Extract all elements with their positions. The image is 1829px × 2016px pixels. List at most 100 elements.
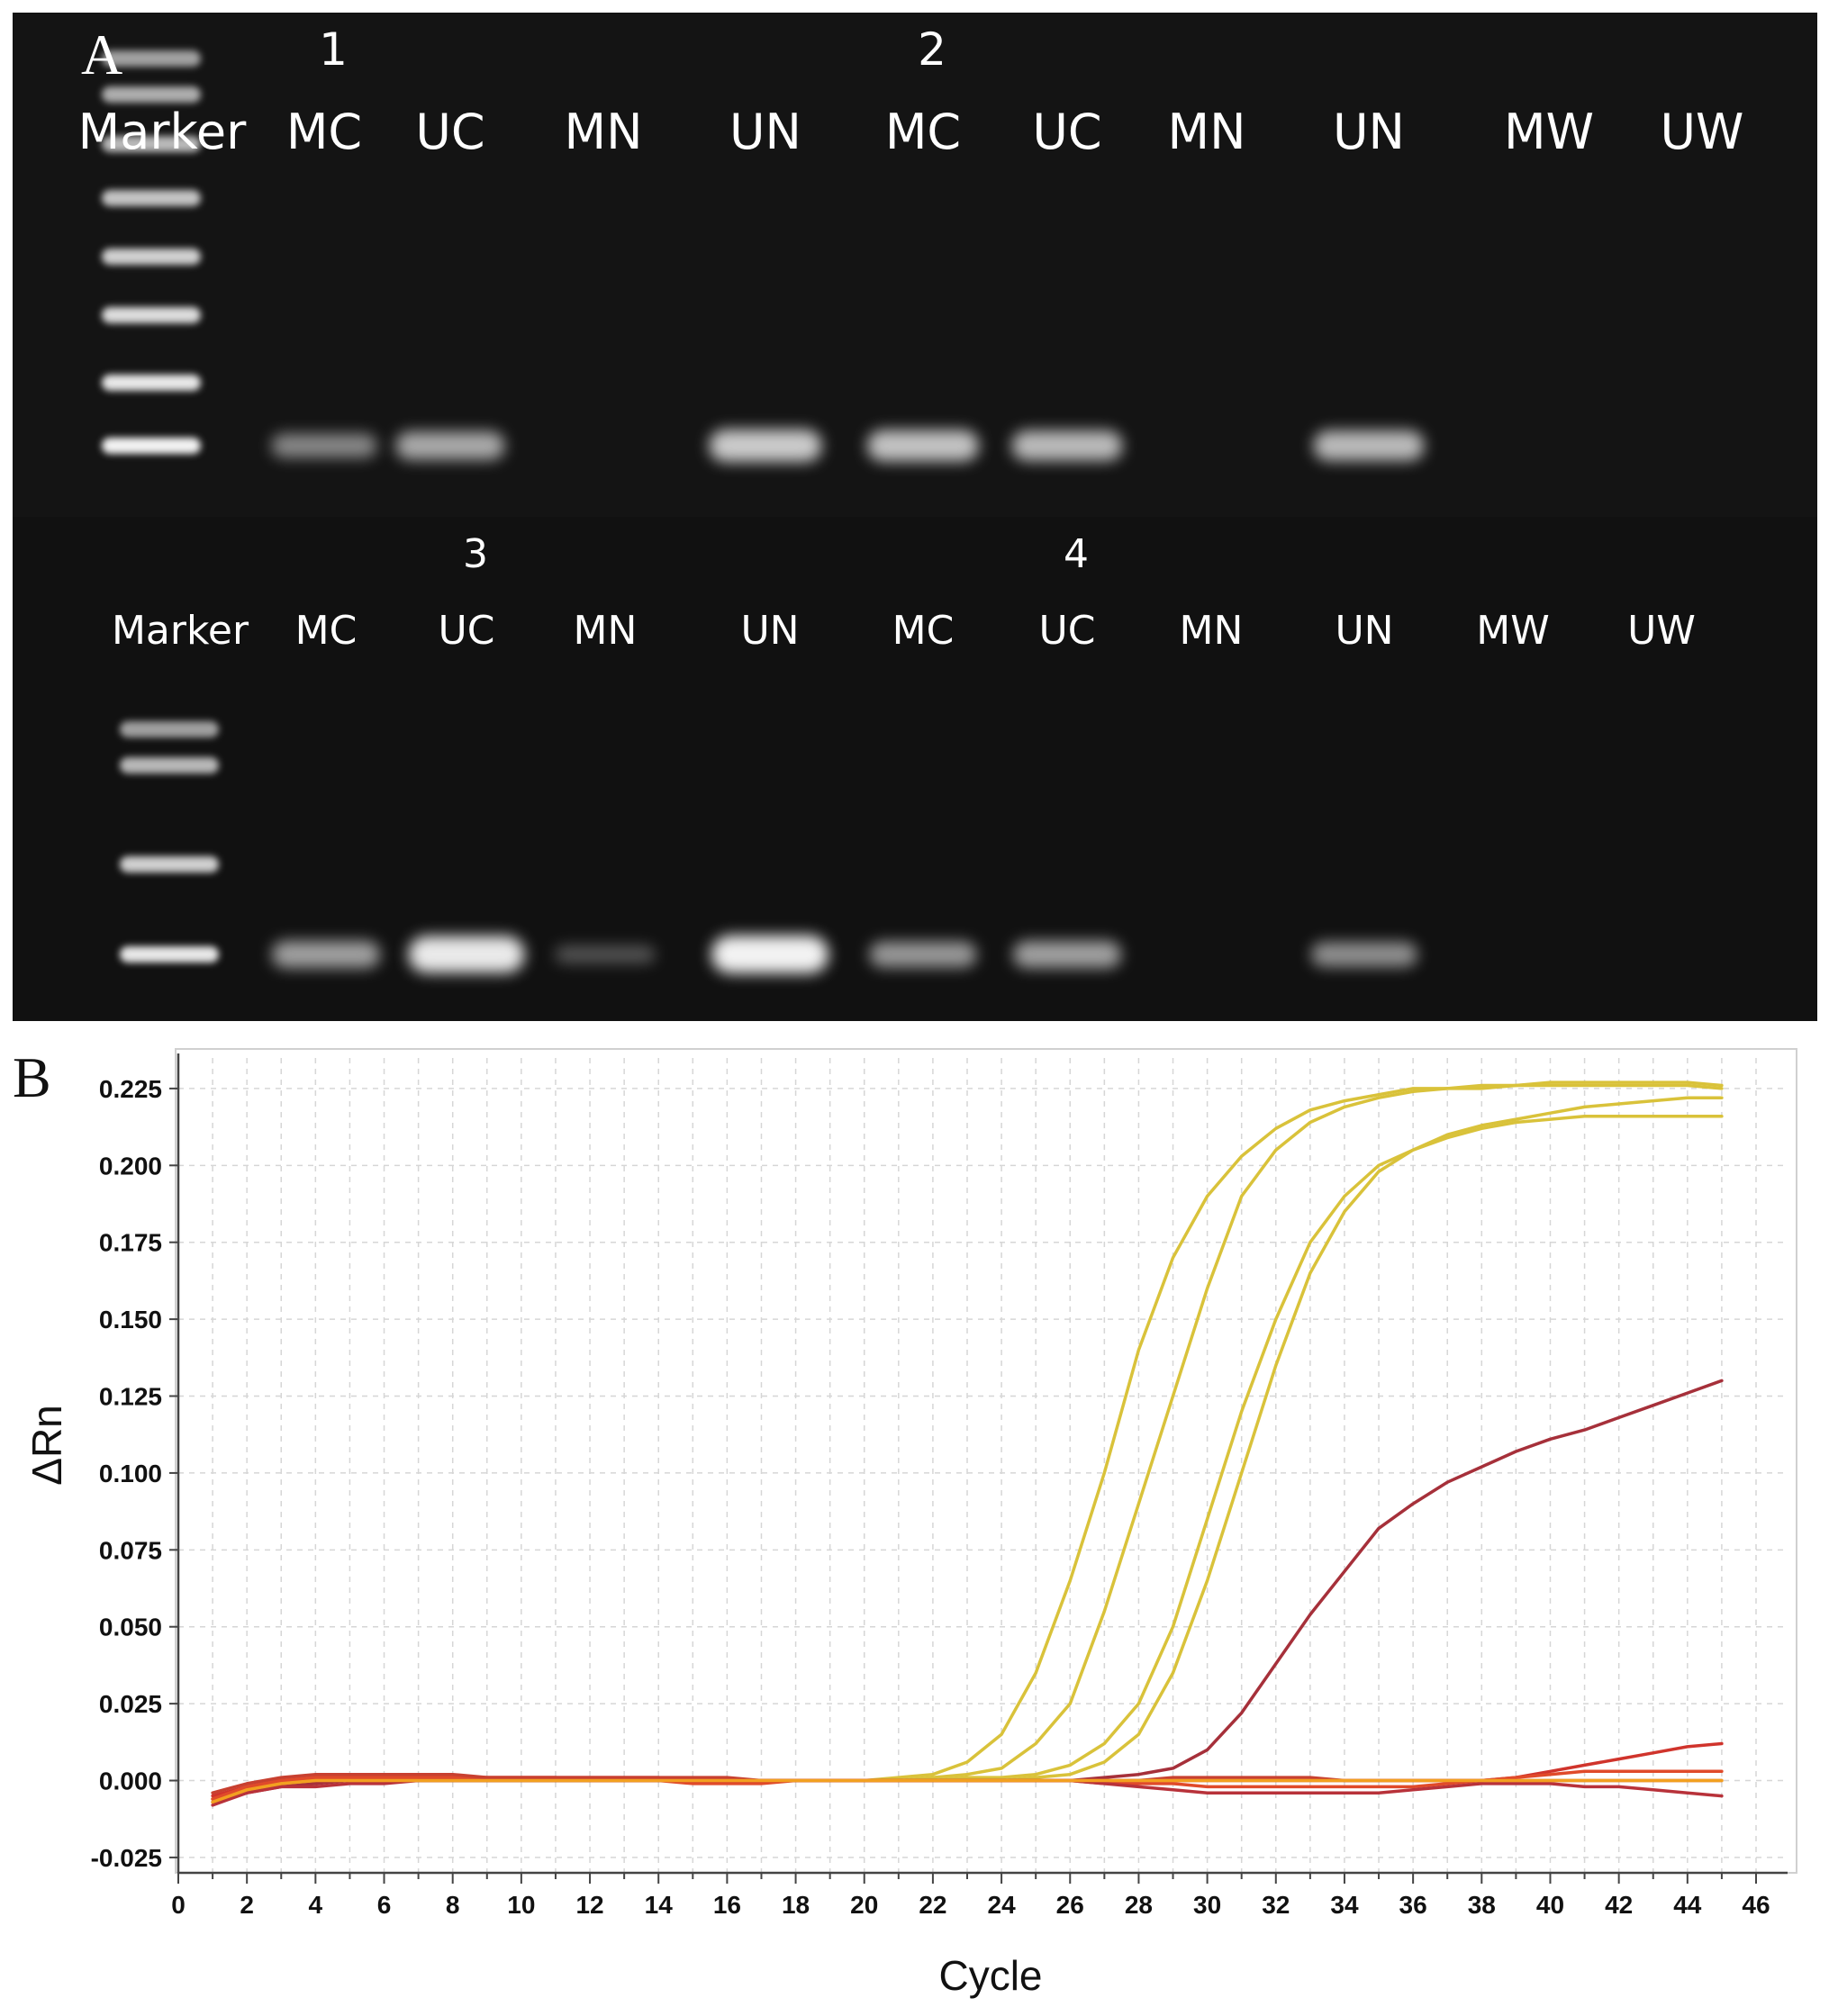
gel-lane-label: MC: [885, 104, 961, 160]
y-axis-title: ΔRn: [23, 1405, 70, 1486]
gel-group-label: 2: [918, 23, 946, 76]
gel-lane-label: MN: [574, 608, 638, 654]
gel-lane-label: UC: [1032, 104, 1101, 160]
ladder-band: [120, 757, 219, 773]
gel-band: [1011, 430, 1123, 461]
x-tick-label: 28: [1125, 1891, 1153, 1919]
gel-lane-label: UC: [1039, 608, 1096, 654]
gel-band: [408, 936, 525, 973]
x-tick-label: 16: [713, 1891, 741, 1919]
panel-b: B 0 2 4 6 8 10 12 14 16 18 20 22 24 26 28 30 32 34 36 38 40 4…: [13, 1045, 1797, 1999]
ladder-band: [102, 307, 201, 323]
x-tick-label: 24: [988, 1891, 1017, 1919]
gel-lane-label: MC: [286, 104, 362, 160]
gel-group-label: 3: [463, 531, 488, 577]
gel-band: [1311, 942, 1417, 967]
gel-lane-label: UN: [740, 608, 799, 654]
y-tick-label: 0.125: [99, 1383, 162, 1411]
gel-lane-label: MN: [1168, 104, 1246, 160]
plot-frame: [175, 1048, 1797, 1874]
ladder-band: [120, 856, 219, 872]
y-tick-label: 0.075: [99, 1536, 162, 1564]
gel-band: [867, 429, 979, 462]
x-tick-label: 14: [645, 1891, 674, 1919]
x-tick-label: 10: [507, 1891, 535, 1919]
y-tick-label: 0.025: [99, 1690, 162, 1718]
panel-b-letter: B: [13, 1045, 51, 1109]
y-tick-label: 0.200: [99, 1152, 162, 1180]
gel-band: [869, 941, 977, 968]
x-tick-label: 4: [309, 1891, 323, 1919]
panel-a-letter: A: [81, 23, 122, 86]
gel-lane-label: UC: [439, 608, 495, 654]
x-tick-label: 36: [1399, 1891, 1427, 1919]
y-tick-label: -0.025: [91, 1844, 162, 1872]
gel-lane-label: MW: [1476, 608, 1549, 654]
x-tick-label: 22: [919, 1891, 946, 1919]
x-tick-label: 34: [1330, 1891, 1359, 1919]
x-tick-label: 12: [575, 1891, 603, 1919]
plot-grid: [178, 1058, 1788, 1873]
gel-band: [709, 429, 822, 462]
ladder-band: [120, 721, 219, 737]
gel-band: [271, 433, 377, 458]
x-tick-label: 42: [1605, 1891, 1633, 1919]
y-tick-label: 0.150: [99, 1306, 162, 1333]
x-tick-label: 8: [446, 1891, 460, 1919]
ladder-band: [102, 50, 201, 67]
gel-2-background: [13, 517, 1817, 1021]
x-tick-label: 6: [377, 1891, 392, 1919]
x-tick-label: 38: [1468, 1891, 1496, 1919]
y-tick-labels: 0.225 0.200 0.175 0.150 0.125 0.100 0.075 0.050…: [91, 1075, 162, 1872]
x-tick-label: 32: [1262, 1891, 1290, 1919]
gel-band: [1313, 430, 1425, 461]
gel-lane-label: UC: [415, 104, 484, 160]
x-tick-label: 46: [1742, 1891, 1770, 1919]
ladder-band: [102, 190, 201, 206]
gel-lane-label: UN: [1335, 608, 1393, 654]
x-tick-label: 44: [1673, 1891, 1702, 1919]
gel-band: [711, 936, 828, 973]
x-tick-label: 40: [1536, 1891, 1564, 1919]
y-tick-label: 0.175: [99, 1229, 162, 1257]
gel-band: [1013, 941, 1121, 968]
gel-2: 3 4 Marker MC UC MN UN MC UC MN UN MW UW: [112, 531, 1696, 973]
y-tick-label: 0.100: [99, 1460, 162, 1487]
gel-lane-label: MN: [565, 104, 643, 160]
gel-band: [555, 945, 656, 963]
gel-lane-label: MW: [1504, 104, 1594, 160]
ladder-band: [102, 438, 201, 454]
series-line-10: [211, 1778, 1724, 1804]
ladder-band: [120, 946, 219, 963]
gel-lane-label: Marker: [112, 608, 249, 654]
gel-band: [395, 431, 505, 460]
plot-series: [211, 1080, 1724, 1807]
ladder-band: [102, 375, 201, 391]
gel-lane-label: MC: [892, 608, 955, 654]
panel-a: 1 2 Marker MC UC MN UN MC UC MN UN MW UW 3 4 Marker MC U…: [13, 13, 1817, 1021]
gel-lane-label: UW: [1627, 608, 1696, 654]
x-tick-labels: 0 2 4 6 8 10 12 14 16 18 20 22 24 26 28 30 32 34 36 38 40 42 4…: [171, 1891, 1770, 1919]
x-tick-label: 0: [171, 1891, 186, 1919]
gel-group-label: 1: [319, 23, 348, 76]
x-tick-label: 2: [240, 1891, 254, 1919]
gel-group-label: 4: [1064, 531, 1089, 577]
x-tick-label: 30: [1193, 1891, 1221, 1919]
gel-band: [272, 941, 380, 968]
gel-lane-label: UW: [1661, 104, 1744, 160]
y-tick-label: 0.050: [99, 1614, 162, 1641]
gel-lane-label: MN: [1180, 608, 1244, 654]
gel-lane-label: UN: [729, 104, 801, 160]
gel-lane-label: UN: [1333, 104, 1405, 160]
x-tick-label: 18: [782, 1891, 810, 1919]
y-tick-label: 0.225: [99, 1075, 162, 1103]
ladder-band: [102, 249, 201, 265]
x-tick-label: 20: [850, 1891, 878, 1919]
plot-axes: [169, 1053, 1788, 1884]
ladder-band: [102, 136, 201, 152]
x-axis-title: Cycle: [938, 1952, 1042, 1999]
gel-lane-label: MC: [295, 608, 358, 654]
x-tick-label: 26: [1056, 1891, 1084, 1919]
